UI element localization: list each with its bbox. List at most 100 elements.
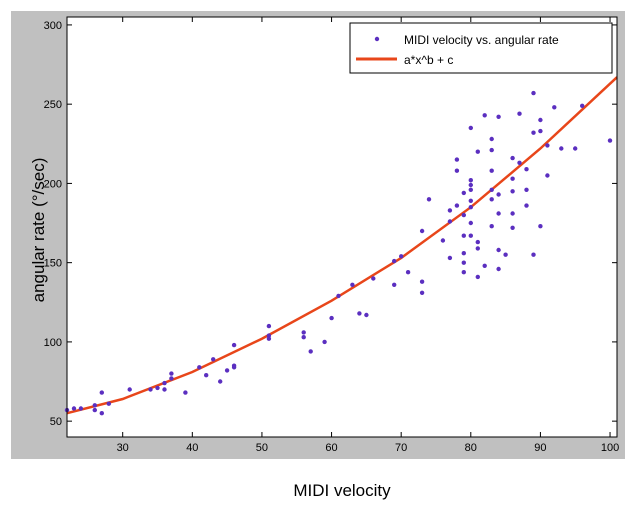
data-point xyxy=(524,167,529,172)
data-point xyxy=(266,333,272,338)
data-point xyxy=(266,336,272,341)
data-point xyxy=(447,219,453,224)
data-point xyxy=(162,387,167,392)
data-point xyxy=(405,270,411,275)
data-point xyxy=(510,225,515,230)
data-point xyxy=(454,157,460,162)
data-point xyxy=(350,282,355,287)
data-point xyxy=(531,252,536,257)
axis-ticks: 30 40 50 60 70 80 90 100 50 100 150 200 250 300 xyxy=(44,17,619,454)
data-point xyxy=(510,189,515,194)
data-point xyxy=(468,205,473,210)
data-point xyxy=(92,403,98,408)
data-point xyxy=(475,149,480,154)
data-point xyxy=(155,385,160,391)
data-point xyxy=(482,113,487,118)
data-point xyxy=(468,182,473,188)
data-point xyxy=(127,387,132,392)
data-point xyxy=(510,211,515,216)
data-point xyxy=(169,376,174,381)
data-point xyxy=(301,330,306,335)
data-point xyxy=(106,401,112,406)
x-tick-label: 100 xyxy=(601,442,619,454)
x-tick-label: 50 xyxy=(256,442,268,454)
data-point xyxy=(392,258,397,264)
legend-label-fit: a*x^b + c xyxy=(404,53,453,67)
data-point xyxy=(538,117,543,123)
data-point xyxy=(496,211,501,216)
data-point xyxy=(266,323,272,329)
data-point xyxy=(461,233,466,238)
data-point xyxy=(524,187,529,192)
data-point xyxy=(489,187,494,192)
data-point xyxy=(489,168,494,173)
data-point xyxy=(517,160,522,165)
legend-scatter-marker xyxy=(374,36,380,42)
data-point xyxy=(607,138,613,143)
data-point xyxy=(496,114,501,120)
data-points-layer xyxy=(64,90,613,416)
data-point xyxy=(322,339,327,345)
y-tick-label: 300 xyxy=(44,20,62,32)
data-point xyxy=(545,143,550,148)
data-point xyxy=(99,390,105,395)
y-tick-label: 200 xyxy=(44,178,62,190)
data-point xyxy=(468,220,473,226)
data-point xyxy=(510,155,515,161)
x-tick-label: 80 xyxy=(465,442,477,454)
data-point xyxy=(510,176,515,181)
data-point xyxy=(482,263,487,268)
data-point xyxy=(461,190,466,196)
data-point xyxy=(489,224,494,229)
data-point xyxy=(531,90,536,96)
data-point xyxy=(524,203,529,208)
data-point xyxy=(489,147,494,153)
data-point xyxy=(531,130,536,135)
data-point xyxy=(545,173,550,178)
data-point xyxy=(419,279,425,284)
data-point xyxy=(468,178,473,183)
data-point xyxy=(496,192,501,197)
data-point xyxy=(419,228,425,234)
data-point xyxy=(461,212,466,218)
data-point xyxy=(399,254,404,259)
data-point xyxy=(71,406,77,411)
data-point xyxy=(454,168,460,173)
data-point xyxy=(454,203,460,208)
legend: MIDI velocity vs. angular rate a*x^b + c xyxy=(349,22,613,74)
data-point xyxy=(447,208,453,213)
y-axis-label: angular rate (°/sec) xyxy=(29,158,48,303)
data-point xyxy=(78,406,84,411)
data-point xyxy=(468,198,473,203)
data-point xyxy=(169,371,174,376)
data-point xyxy=(329,315,334,321)
data-point xyxy=(162,380,167,386)
y-tick-label: 150 xyxy=(44,258,62,270)
data-point xyxy=(517,111,522,116)
data-point xyxy=(496,247,501,253)
data-point xyxy=(461,260,466,265)
data-point xyxy=(364,312,369,318)
data-point xyxy=(197,365,202,370)
data-point xyxy=(461,270,466,275)
data-point xyxy=(301,335,306,340)
x-tick-label: 30 xyxy=(117,442,129,454)
legend-box xyxy=(349,22,613,74)
data-point xyxy=(92,407,98,413)
data-point xyxy=(580,103,585,109)
y-tick-label: 50 xyxy=(50,416,62,428)
data-point xyxy=(538,224,543,229)
x-axis-label: MIDI velocity xyxy=(293,481,391,500)
fit-curve-line xyxy=(66,76,618,415)
data-point xyxy=(475,239,480,245)
data-point xyxy=(475,274,480,280)
data-point xyxy=(357,311,362,316)
data-point xyxy=(336,293,341,299)
data-point xyxy=(538,128,543,134)
data-point xyxy=(475,246,480,251)
x-tick-label: 40 xyxy=(186,442,198,454)
x-tick-label: 60 xyxy=(325,442,337,454)
x-tick-label: 90 xyxy=(534,442,546,454)
